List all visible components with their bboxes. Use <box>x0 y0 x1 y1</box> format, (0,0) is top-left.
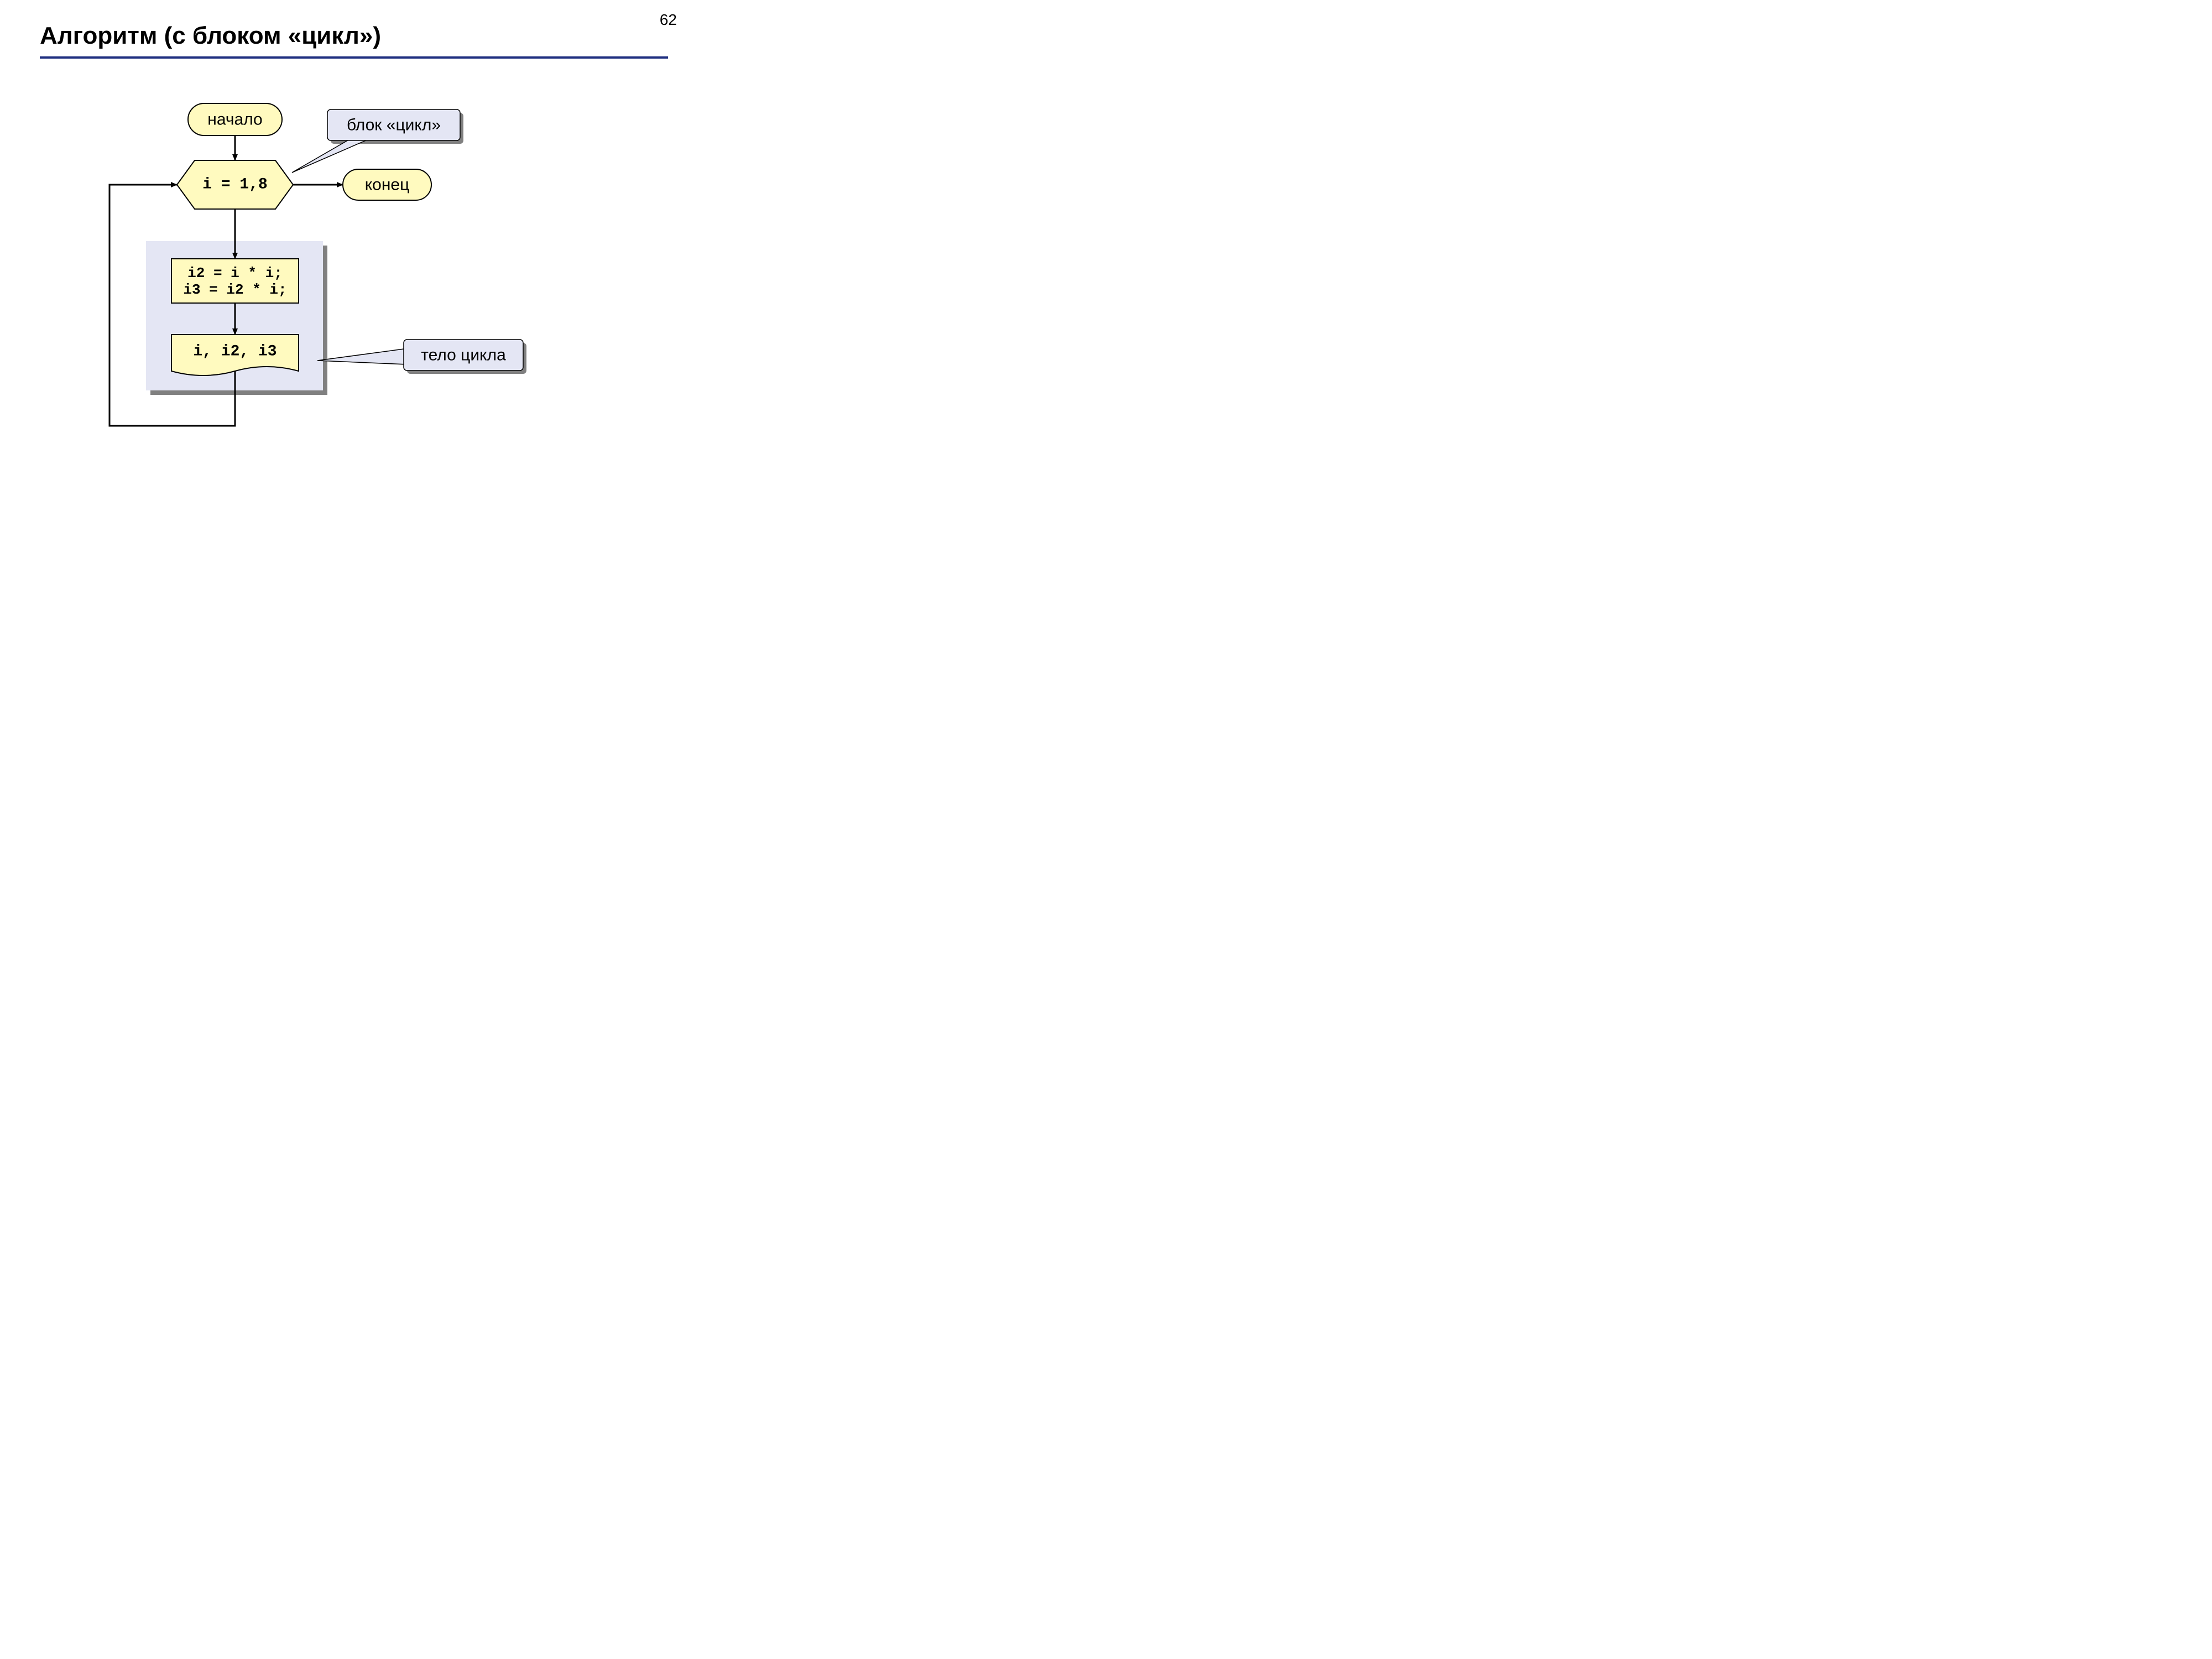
callout-loop-pointer <box>292 139 368 173</box>
callout-body-pointer <box>317 349 405 364</box>
flowchart: тело цикланачалоконецi = 1,8i2 = i * i;i… <box>0 0 708 531</box>
callout-loop-label: блок «цикл» <box>347 116 441 134</box>
node-process-line1: i2 = i * i; <box>187 265 283 281</box>
node-start-label: начало <box>207 111 262 129</box>
callout-body-label: тело цикла <box>421 346 506 364</box>
node-output-label: i, i2, i3 <box>193 343 276 361</box>
node-loop-label: i = 1,8 <box>202 176 268 194</box>
node-process-line2: i3 = i2 * i; <box>183 281 286 298</box>
slide: 62 Алгоритм (с блоком «цикл») тело цикла… <box>0 0 708 531</box>
node-end-label: конец <box>365 176 410 194</box>
